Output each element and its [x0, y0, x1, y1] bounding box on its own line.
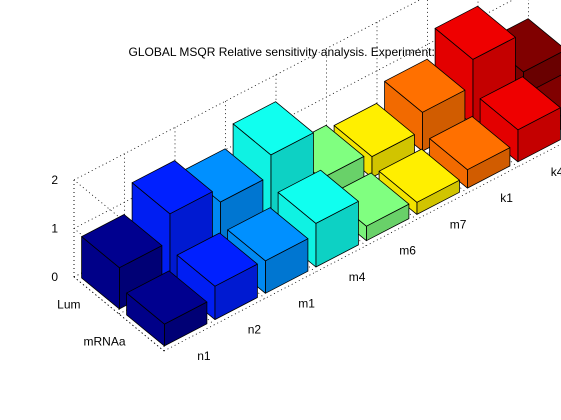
x-tick-label: n2 — [248, 323, 262, 337]
y-tick-label: mRNAa — [83, 335, 125, 349]
bar-face-top — [384, 58, 466, 113]
y-tick-label: Lum — [57, 298, 80, 312]
bar-face-top — [479, 76, 561, 131]
z-tick-labels: 0 1 2 — [51, 173, 58, 284]
bar-face-top — [81, 214, 163, 269]
bar-face-top — [232, 101, 314, 156]
bar-face-top — [227, 207, 309, 262]
bar-face-top — [429, 116, 511, 171]
bar-face-top — [277, 169, 359, 224]
y-tick-labels: Lum mRNAa — [57, 298, 126, 349]
x-tick-label: n1 — [197, 349, 211, 363]
bar-face-top — [434, 5, 516, 60]
x-tick-labels: n1n2m1m4m6m7k1k4p3 — [197, 165, 561, 363]
z-tick-label: 1 — [51, 222, 58, 236]
bar-face-top — [378, 148, 460, 203]
x-tick-label: m4 — [349, 270, 366, 284]
bar-face-top — [176, 232, 258, 287]
chart-title: GLOBAL MSQR Relative sensitivity analysi… — [128, 45, 441, 59]
x-tick-label: k1 — [500, 191, 513, 205]
bars — [81, 5, 561, 347]
grid-line-wall-x — [73, 0, 514, 229]
grid-line-wall-x — [73, 0, 421, 181]
z-tick-label: 0 — [51, 270, 58, 284]
bar-n1-mRNAa — [126, 270, 208, 347]
x-tick-label: m6 — [399, 244, 416, 258]
x-tick-label: m1 — [298, 296, 315, 310]
bar-face-top — [131, 160, 213, 215]
x-tick-label: k4 — [551, 165, 561, 179]
bar-face-top — [126, 270, 208, 325]
z-tick-label: 2 — [51, 173, 58, 187]
grid-line-floor — [163, 143, 561, 352]
bar-face-top — [333, 103, 415, 158]
x-tick-label: m7 — [450, 217, 467, 231]
